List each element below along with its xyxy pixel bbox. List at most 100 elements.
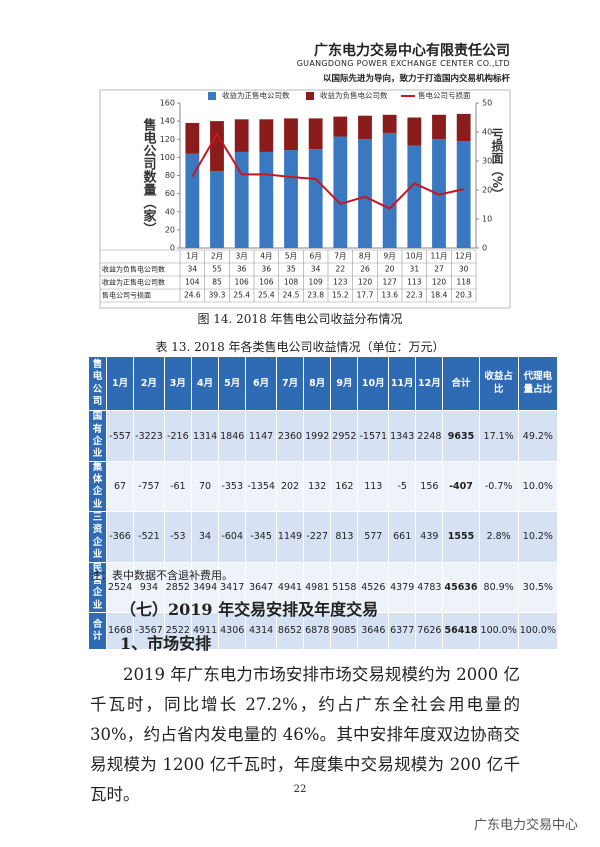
table-cell: 3646 — [357, 611, 390, 650]
table-cell: 2952 — [330, 410, 359, 462]
table-cell: 2852 — [163, 561, 192, 613]
row-header: 三资企业 — [88, 511, 107, 563]
column-header: 8月 — [303, 355, 332, 412]
y-tick-label: 80 — [165, 171, 175, 180]
table-value: 108 — [284, 278, 299, 287]
y2-tick-label: 30 — [482, 157, 492, 166]
table-value: 23.8 — [307, 291, 324, 300]
y2-tick-label: 40 — [482, 128, 492, 137]
table-cell: 7626 — [415, 611, 444, 650]
table-cell: 4379 — [388, 561, 417, 613]
table-body: 国有企业 -557 -3223 -216 1314 1846 1147 2360 1992 295… — [88, 410, 559, 650]
table-cell: 6377 — [388, 611, 417, 650]
bar — [210, 170, 224, 248]
table-cell: -557 — [105, 410, 135, 462]
y2-tick-label: 0 — [482, 244, 487, 253]
table-row: 国有企业 -557 -3223 -216 1314 1846 1147 2360 1992 295… — [88, 410, 559, 462]
x-tick-label: 2月 — [211, 252, 223, 261]
table-cell: 4306 — [218, 611, 247, 650]
y2-tick-label: 20 — [482, 186, 492, 195]
table-cell: 17.1% — [478, 410, 519, 462]
y2-axis-label: 亏损面（%） — [490, 128, 504, 200]
table-title: 表 13. 2018 年各类售电公司收益情况（单位：万元） — [155, 340, 445, 354]
table-cell: 156 — [415, 460, 444, 513]
table-cell: -407 — [442, 460, 480, 513]
table-value: 109 — [309, 278, 324, 287]
table-value: 36 — [262, 265, 272, 274]
section-heading: （七）2019 年交易安排及年度交易 — [120, 600, 379, 619]
table-cell: 2360 — [275, 410, 305, 462]
table-value: 24.5 — [283, 291, 300, 300]
column-header: 代理电量占比 — [517, 355, 559, 412]
bar — [382, 132, 397, 248]
table-value: 39.3 — [209, 291, 226, 300]
table-cell: 813 — [330, 511, 359, 563]
bar — [185, 153, 200, 248]
row-header: 合计 — [88, 611, 107, 650]
table-value: 18.4 — [431, 291, 448, 300]
row-header: 民营企业 — [88, 561, 107, 613]
table-value: 106 — [259, 278, 274, 287]
table-cell: 4526 — [357, 561, 390, 613]
table-value: 127 — [383, 278, 398, 287]
table-cell: 1668 — [105, 611, 135, 650]
table-cell: 4981 — [303, 561, 332, 613]
table-value: 104 — [185, 278, 200, 287]
bar — [185, 122, 200, 154]
revenue-table: 售电公司 1月 2月 3月 4月 5月 6月 7月 8月 9月 10月 11月 12月 合计 收益占比 代理电… — [88, 355, 559, 650]
table-cell: -604 — [218, 511, 247, 563]
table-cell: 10.0% — [517, 460, 559, 513]
y2-tick-label: 10 — [482, 215, 492, 224]
table-value: 24.6 — [184, 291, 201, 300]
company-name-en: GUANGDONG POWER EXCHANGE CENTER CO.,LTD — [296, 59, 510, 68]
row-label: 收益为负售电公司数 — [102, 265, 165, 274]
x-tick-label: 8月 — [359, 252, 371, 261]
table-cell: -3567 — [133, 611, 165, 650]
slogan: 以国际先进为导向，致力于打造国内交易机构标杆 — [322, 74, 510, 84]
table-value: 26 — [360, 265, 370, 274]
table-cell: 30.5% — [517, 561, 559, 613]
table-cell: -345 — [245, 511, 277, 563]
table-value: 22.3 — [406, 291, 423, 300]
column-header: 收益占比 — [478, 355, 519, 412]
table-cell: 45636 — [442, 561, 480, 613]
table-cell: 1147 — [245, 410, 277, 462]
table-cell: 70 — [190, 460, 220, 513]
table-row: 三资企业 -366 -521 -53 34 -604 -345 1149 -227 813 577 6… — [88, 511, 559, 563]
table-cell: 10.2% — [517, 511, 559, 563]
table-cell: 80.9% — [478, 561, 519, 613]
legend-swatch — [208, 92, 216, 100]
bar — [284, 150, 298, 248]
table-cell: 1343 — [388, 410, 417, 462]
bar — [432, 114, 446, 140]
table-cell: 4941 — [275, 561, 305, 613]
bar — [259, 151, 274, 248]
page-number: 22 — [293, 784, 307, 795]
table-cell: 1846 — [218, 410, 247, 462]
y-tick-label: 20 — [165, 225, 175, 234]
table-cell: 3647 — [245, 561, 277, 613]
column-header: 6月 — [245, 355, 277, 412]
column-header: 2月 — [133, 355, 165, 412]
bar — [259, 119, 274, 152]
table-cell: 1149 — [275, 511, 305, 563]
x-tick-label: 6月 — [310, 252, 322, 261]
table-cell: 100.0% — [478, 611, 519, 650]
column-header: 3月 — [163, 355, 192, 412]
legend-label: 收益为正售电公司数 — [222, 90, 290, 100]
bar — [456, 141, 471, 248]
chart-frame — [99, 89, 511, 309]
table-cell: -227 — [303, 511, 332, 563]
table-cell: 3494 — [190, 561, 220, 613]
bar — [333, 116, 348, 137]
table-cell: 439 — [415, 511, 444, 563]
table-row: 合计 1668 -3567 2522 4911 4306 4314 8652 6878 9085 3… — [88, 611, 559, 650]
legend-label: 售电公司亏损面 — [418, 90, 471, 100]
table-cell: 2248 — [415, 410, 444, 462]
x-tick-label: 12月 — [455, 252, 472, 261]
table-row: 民营企业 2524 934 2852 3494 3417 3647 4941 4981 5158 4… — [88, 561, 559, 613]
y-tick-label: 120 — [160, 135, 175, 144]
table-value: 106 — [235, 278, 250, 287]
table-value: 123 — [333, 278, 348, 287]
